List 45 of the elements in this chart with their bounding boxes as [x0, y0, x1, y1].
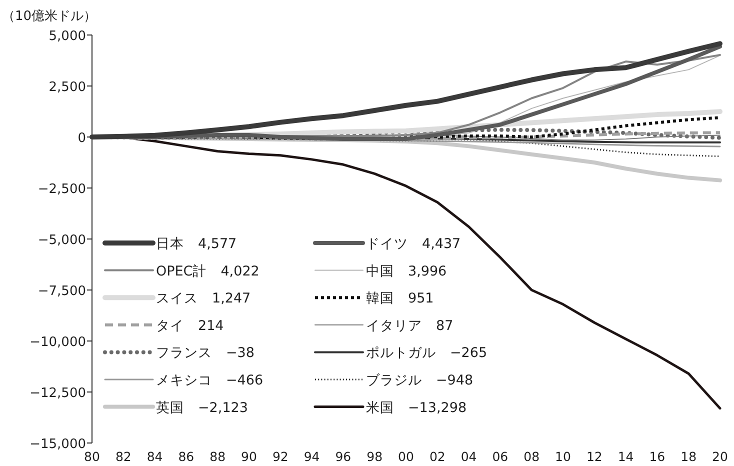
x-tick-label: 20 — [712, 449, 728, 464]
legend-label: フランス −38 — [156, 345, 254, 362]
legend-label: タイ 214 — [156, 318, 224, 334]
x-tick-label: 08 — [524, 449, 540, 464]
y-tick-label: −12,500 — [30, 386, 86, 401]
y-tick-label: 5,000 — [48, 29, 86, 44]
legend-label: OPEC計 4,022 — [156, 263, 260, 280]
legend-label: イタリア 87 — [366, 318, 454, 334]
x-tick-label: 18 — [680, 449, 697, 464]
legend-label: ブラジル −948 — [366, 372, 474, 388]
legend-label: 英国 −2,123 — [156, 400, 248, 416]
x-tick-label: 00 — [398, 449, 414, 464]
y-tick-label: 0 — [78, 131, 86, 146]
x-tick-label: 98 — [366, 449, 383, 464]
x-tick-label: 06 — [492, 449, 508, 464]
legend-label: 米国 −13,298 — [366, 400, 467, 416]
legend-label: 日本 4,577 — [156, 236, 237, 252]
legend-label: 韓国 951 — [366, 290, 434, 307]
y-tick-label: −5,000 — [38, 233, 86, 248]
y-tick-label: 2,500 — [48, 80, 86, 95]
legend-label: 中国 3,996 — [366, 263, 447, 280]
y-tick-label: −15,000 — [30, 437, 86, 452]
x-tick-label: 86 — [178, 449, 194, 464]
x-tick-label: 94 — [304, 449, 320, 464]
y-tick-label: −10,000 — [30, 335, 86, 350]
x-tick-label: 82 — [115, 449, 132, 464]
legend-label: メキシコ −466 — [156, 372, 264, 388]
x-tick-label: 04 — [460, 449, 477, 464]
x-tick-label: 02 — [429, 449, 446, 464]
x-tick-label: 90 — [241, 449, 257, 464]
y-tick-label: −7,500 — [38, 284, 86, 299]
x-tick-label: 10 — [555, 449, 571, 464]
x-tick-label: 92 — [272, 449, 288, 464]
y-axis-title: （10億米ドル） — [2, 9, 97, 24]
legend-label: スイス 1,247 — [156, 290, 251, 307]
x-tick-label: 80 — [84, 449, 100, 464]
x-tick-label: 12 — [586, 449, 602, 464]
x-tick-label: 14 — [618, 449, 634, 464]
x-tick-label: 84 — [146, 449, 163, 464]
y-tick-label: −2,500 — [38, 182, 86, 197]
x-tick-label: 16 — [649, 449, 666, 464]
x-tick-label: 96 — [335, 449, 352, 464]
legend-label: ドイツ 4,437 — [366, 236, 461, 252]
x-tick-label: 88 — [210, 449, 226, 464]
legend-label: ポルトガル −265 — [366, 345, 488, 362]
